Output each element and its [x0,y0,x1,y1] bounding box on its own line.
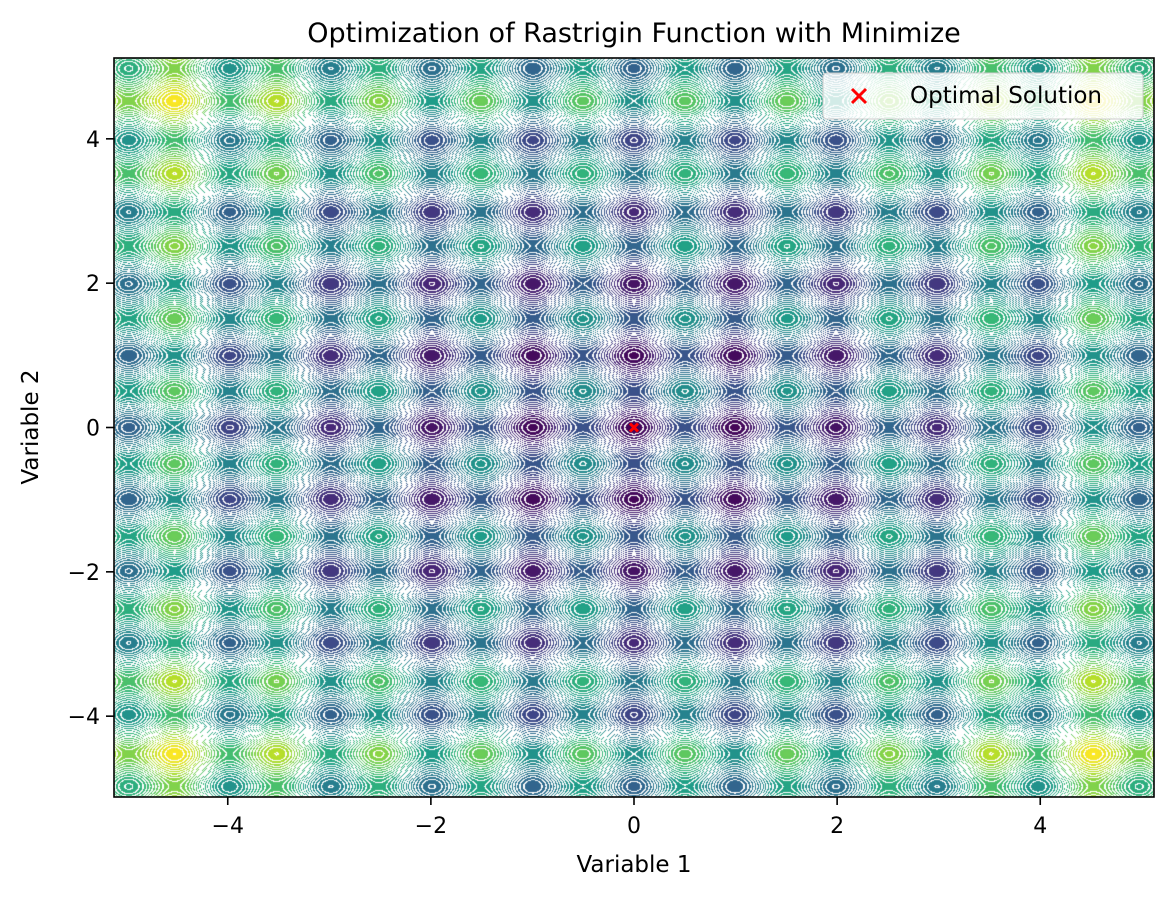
y-tick-label: 0 [86,417,100,442]
y-axis-label: Variable 2 [18,369,44,484]
y-tick-label: −4 [68,705,100,730]
plot-area [114,58,1154,797]
x-tick-label: 0 [627,814,641,839]
markers-layer [628,422,640,433]
y-tick-label: 4 [86,128,100,153]
legend-marker-x [850,87,868,105]
x-tick-label: −4 [212,814,244,839]
chart-title: Optimization of Rastrigin Function with … [307,18,961,49]
x-tick-label: 4 [1033,814,1047,839]
x-tick-label: 2 [830,814,844,839]
legend-marker-x-icon [850,87,868,105]
y-tick-label: −2 [68,561,100,586]
legend-box [822,72,1144,120]
y-tick-label: 2 [86,272,100,297]
legend: Optimal Solution [822,72,1144,120]
x-axis-label: Variable 1 [576,852,691,878]
x-tick-label: −2 [415,814,447,839]
y-axis: −4 −2 0 2 4 [68,128,114,730]
legend-entry-optimal-solution: Optimal Solution [910,83,1102,109]
x-axis: −4 −2 0 2 4 [212,797,1047,839]
optimal-solution-point-0-0 [628,422,640,433]
